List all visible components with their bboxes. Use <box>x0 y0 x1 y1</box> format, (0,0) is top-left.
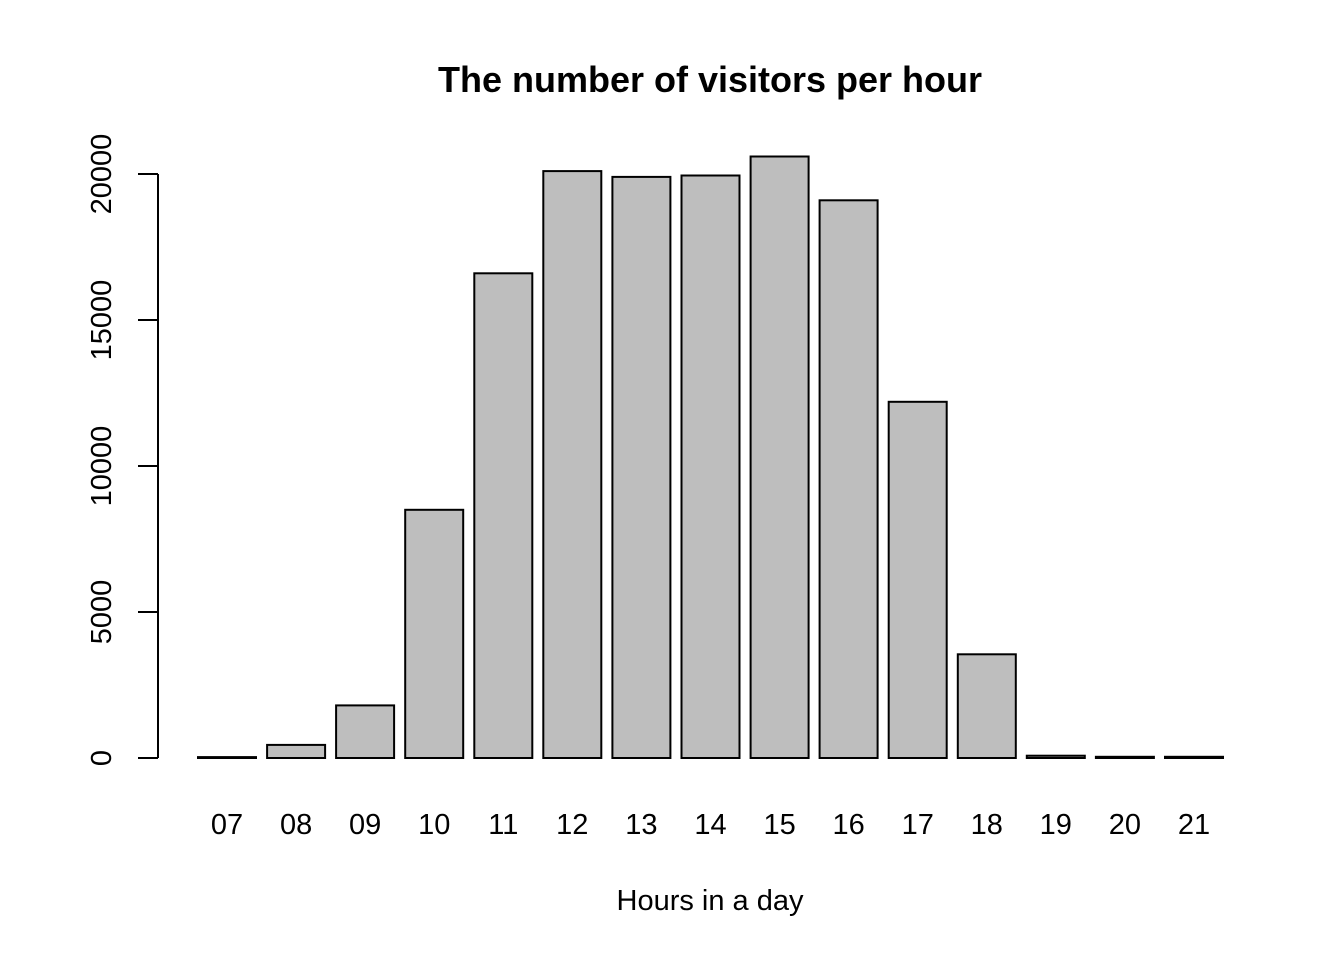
y-tick-label-5000: 5000 <box>86 580 118 645</box>
y-tick-label-20000: 20000 <box>86 134 118 215</box>
x-axis-label: Hours in a day <box>617 885 804 917</box>
x-tick-label-09: 09 <box>349 809 381 841</box>
y-tick-label-10000: 10000 <box>86 426 118 507</box>
bar-09 <box>335 704 396 760</box>
bar-19 <box>1025 754 1086 760</box>
bar-14 <box>680 174 741 759</box>
x-tick-label-18: 18 <box>971 809 1003 841</box>
chart-title: The number of visitors per hour <box>438 59 982 100</box>
x-tick-label-14: 14 <box>694 809 726 841</box>
bar-13 <box>611 175 672 759</box>
bar-16 <box>818 199 879 760</box>
x-tick-label-15: 15 <box>763 809 795 841</box>
bars-group <box>197 155 1224 760</box>
bar-20 <box>1094 755 1155 759</box>
x-tick-labels: 07 08 09 10 11 12 13 14 15 16 17 18 19 20 21 <box>211 809 1210 841</box>
y-tick-label-15000: 15000 <box>86 280 118 361</box>
y-axis: 0 5000 10000 15000 20000 <box>86 134 159 766</box>
x-tick-label-21: 21 <box>1178 809 1210 841</box>
x-tick-label-17: 17 <box>902 809 934 841</box>
y-tick-label-0: 0 <box>86 750 118 766</box>
bar-11 <box>473 272 534 759</box>
x-tick-label-16: 16 <box>832 809 864 841</box>
x-tick-label-10: 10 <box>418 809 450 841</box>
bar-18 <box>956 653 1017 759</box>
x-tick-label-20: 20 <box>1109 809 1141 841</box>
bar-12 <box>542 170 603 760</box>
bar-17 <box>887 400 948 759</box>
bar-10 <box>404 508 465 759</box>
x-tick-label-13: 13 <box>625 809 657 841</box>
x-tick-label-19: 19 <box>1040 809 1072 841</box>
x-tick-label-11: 11 <box>488 809 518 841</box>
bar-07 <box>197 756 257 759</box>
x-tick-label-08: 08 <box>280 809 312 841</box>
bar-21 <box>1164 755 1224 759</box>
x-tick-label-07: 07 <box>211 809 243 841</box>
bar-15 <box>749 155 810 759</box>
bar-08 <box>266 743 327 760</box>
x-tick-label-12: 12 <box>556 809 588 841</box>
